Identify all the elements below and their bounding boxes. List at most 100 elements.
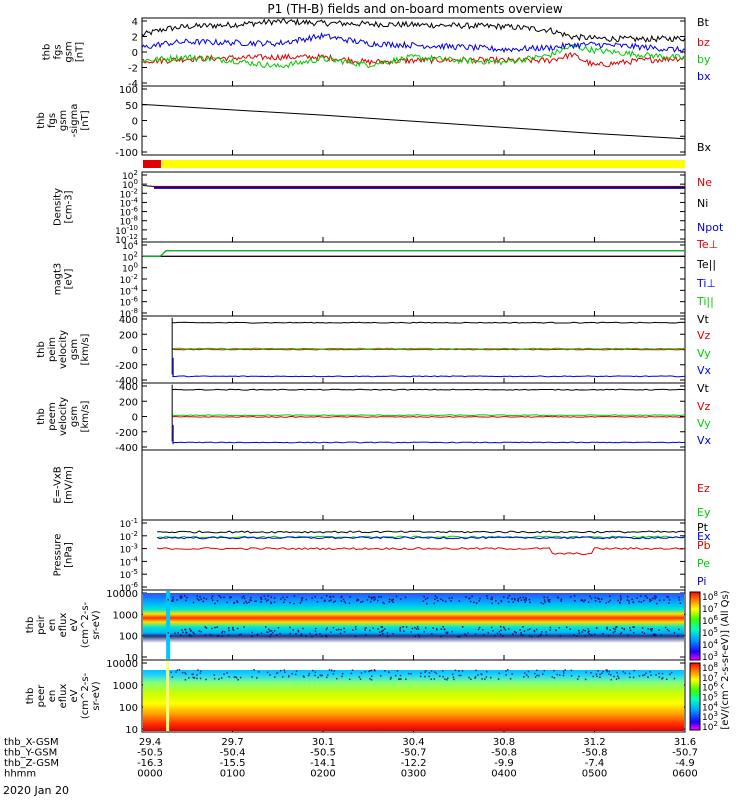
spectrogram-noise: [450, 600, 452, 602]
x-axis-value: -50.4: [220, 748, 246, 759]
spectrogram-noise: [300, 633, 303, 635]
spectrogram-noise: [200, 670, 202, 672]
spectrogram-noise: [205, 627, 208, 629]
spectrogram-noise: [578, 632, 581, 634]
spectrogram-noise: [678, 628, 680, 631]
spectrogram-noise: [461, 670, 464, 672]
legend-Ti⊥: Ti⊥: [696, 277, 716, 290]
spectrogram-noise: [485, 676, 488, 678]
spectrogram-noise: [641, 627, 644, 629]
spectrogram-noise: [320, 635, 323, 638]
spectrogram-noise: [341, 595, 343, 598]
spectrogram-noise: [457, 635, 459, 638]
spectrogram-noise: [410, 631, 412, 633]
spectrogram-noise: [524, 601, 527, 603]
spectrogram-noise: [609, 595, 611, 598]
spectrogram-noise: [542, 602, 545, 605]
spectrogram-noise: [465, 634, 468, 637]
spectrogram-noise: [246, 602, 248, 604]
y-axis-label-line: thb: [36, 341, 47, 358]
trace-Pb: [156, 547, 686, 556]
spectrogram-noise: [279, 632, 281, 635]
spectrogram-noise: [287, 675, 290, 678]
spectrogram-noise: [627, 634, 629, 637]
spectrogram-noise: [465, 596, 467, 598]
spectrogram-noise: [177, 632, 179, 634]
status-bar-yellow: [143, 160, 685, 168]
spectrogram-noise: [311, 635, 313, 638]
spectrogram-noise: [228, 676, 230, 678]
spectrogram-noise: [297, 629, 299, 632]
colorbar-tick-label: 108: [702, 590, 718, 603]
spectrogram-noise: [549, 629, 551, 631]
spectrogram-noise: [223, 673, 225, 675]
y-tick-label: 10-6: [120, 206, 139, 219]
spectrogram-noise: [433, 602, 435, 605]
spectrogram-noise: [232, 629, 235, 632]
spectrogram-noise: [190, 629, 192, 632]
spectrogram-noise: [344, 602, 347, 604]
spectrogram-noise: [654, 597, 656, 600]
colorbar-tick-label: 106: [702, 681, 718, 694]
spectrogram-noise: [594, 596, 597, 599]
spectrogram-noise: [668, 599, 671, 601]
spectrogram-noise: [377, 599, 379, 602]
spectrogram-noise: [527, 676, 530, 678]
colorbar-lower_ticks: [689, 662, 701, 731]
x-axis-value: -9.9: [494, 758, 514, 769]
panel-frame-fgs_sigma: [141, 85, 686, 156]
spectrogram-noise: [447, 677, 449, 679]
spectrogram-noise: [172, 600, 174, 602]
spectrogram-noise: [626, 599, 629, 601]
spectrogram-noise: [520, 599, 523, 601]
spectrogram-noise: [221, 631, 223, 634]
spectrogram-noise: [632, 631, 635, 634]
spectrogram-noise: [659, 599, 661, 602]
y-tick-label: 10000: [106, 659, 138, 670]
spectrogram-noise: [503, 596, 505, 598]
legend-Pt: Pt: [697, 521, 709, 534]
spectrogram-noise: [249, 599, 251, 601]
status-bar-red: [143, 160, 161, 168]
spectrogram-noise: [565, 626, 568, 629]
spectrogram-noise: [520, 632, 522, 634]
spectrogram-noise: [181, 629, 183, 631]
spectrogram-noise: [309, 632, 311, 635]
spectrogram-noise: [312, 669, 314, 672]
spectrogram-noise: [377, 628, 379, 630]
spectrogram-noise: [170, 671, 172, 674]
spectrogram-noise: [174, 632, 176, 635]
x-axis-value: 0000: [137, 769, 162, 780]
spectrogram-noise: [417, 633, 420, 636]
trace-Bx: [141, 103, 686, 140]
colorbar-tick-label: 107: [702, 602, 718, 615]
spectrogram-noise: [632, 676, 635, 679]
spectrogram-noise: [198, 630, 201, 632]
spectrogram-noise: [607, 601, 610, 603]
spectrogram-noise: [649, 600, 651, 603]
spectrogram-noise: [226, 601, 228, 604]
spectrogram-noise: [422, 600, 425, 602]
spectrogram-noise: [264, 598, 267, 600]
panel-frame-pressure: [141, 519, 686, 591]
spectrogram-noise: [590, 597, 593, 600]
spectrogram-noise: [229, 596, 231, 599]
spectrogram-noise: [214, 602, 216, 605]
y-axis-label-peir: thb peir en eflux eV (cm^2-s-sr-eV): [25, 601, 102, 648]
spectrogram-noise: [494, 634, 496, 637]
spectrogram-noise: [578, 629, 580, 632]
y-axis-label-line: thb: [36, 112, 47, 129]
spectrogram-noise: [289, 632, 291, 635]
y-axis-label-line: gsm: [69, 339, 80, 360]
trace-Vx: [172, 375, 686, 378]
spectrogram-noise: [559, 635, 562, 637]
spectrogram-noise: [522, 634, 524, 637]
spectrogram-noise: [451, 673, 454, 676]
spectrogram-noise: [213, 677, 216, 680]
spectrogram-noise: [636, 597, 638, 599]
spectrogram-noise: [228, 629, 230, 632]
y-tick-label: 2: [132, 33, 138, 44]
y-tick-label: 400: [119, 315, 138, 326]
x-axis-row-label: thb_Y-GSM: [4, 748, 57, 759]
spectrogram-noise: [606, 628, 608, 630]
